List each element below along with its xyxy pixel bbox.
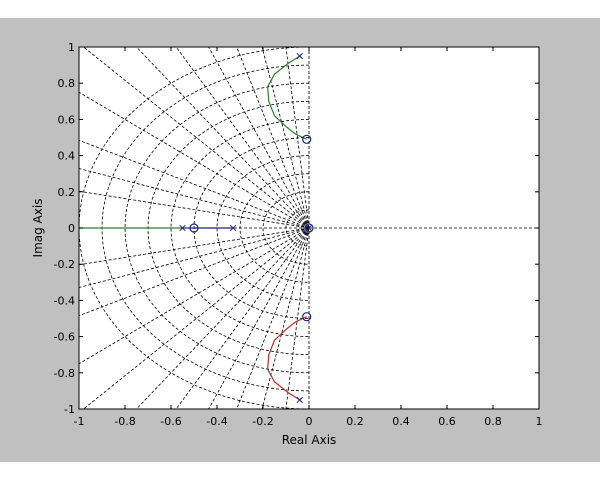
zeta-ray-lower-8	[79, 227, 310, 317]
zeta-ray-lower-1	[261, 227, 310, 409]
zero-marker-0	[189, 223, 199, 233]
y-tick-label-5: 0	[68, 222, 75, 235]
y-tick-label-0: -1	[64, 403, 75, 416]
zeta-ray-lower-6	[82, 227, 310, 409]
zero-marker-1	[302, 134, 312, 144]
zeta-ray-lower-10	[79, 227, 310, 266]
pole-zero-markers	[179, 52, 314, 404]
x-tick-label-5: 0	[306, 415, 313, 428]
zeta-ray-upper-1	[261, 47, 310, 229]
x-tick-label-9: 0.8	[484, 415, 502, 428]
x-tick-label-2: -0.6	[160, 415, 181, 428]
zeta-ray-upper-6	[82, 47, 310, 229]
y-tick-label-3: -0.4	[54, 294, 75, 307]
y-tick-label-6: 0.2	[58, 186, 76, 199]
x-tick-label-1: -0.8	[114, 415, 135, 428]
x-tick-label-6: 0.2	[346, 415, 364, 428]
pole-marker-2	[296, 52, 303, 60]
x-tick-label-7: 0.4	[392, 415, 410, 428]
zeta-ray-lower-5	[135, 227, 310, 409]
y-tick-label-1: -0.8	[54, 367, 75, 380]
y-tick-label-7: 0.4	[58, 150, 76, 163]
locus-branches	[79, 55, 307, 401]
wn-circle-1	[262, 191, 309, 265]
locus-branch-3	[266, 55, 307, 140]
pole-marker-3	[296, 396, 303, 404]
zeta-ray-lower-2	[236, 227, 310, 409]
y-tick-label-4: -0.2	[54, 258, 75, 271]
zeta-ray-lower-9	[79, 227, 310, 288]
pole-marker-4	[305, 224, 313, 232]
zeta-ray-upper-7	[79, 91, 310, 229]
x-axis-label: Real Axis	[282, 433, 337, 447]
y-tick-label-2: -0.6	[54, 331, 75, 344]
x-tick-label-10: 1	[536, 415, 543, 428]
y-tick-label-9: 0.8	[58, 77, 76, 90]
x-tick-label-8: 0.6	[438, 415, 456, 428]
zeta-ray-upper-3	[208, 47, 310, 229]
zeta-ray-upper-4	[175, 47, 310, 229]
x-tick-label-4: -0.2	[252, 415, 273, 428]
y-tick-label-10: 1	[68, 41, 75, 54]
zeta-ray-upper-0	[285, 47, 310, 229]
zeta-ray-lower-3	[208, 227, 310, 409]
y-axis-ticks: -1 -0.8 -0.6 -0.4 -0.2 0 0.2 0.4 0.6 0.8 1	[54, 41, 539, 416]
pole-marker-0	[179, 224, 186, 232]
zero-marker-2	[302, 312, 312, 322]
zeta-ray-upper-8	[79, 139, 310, 229]
zeta-ray-lower-7	[79, 227, 310, 365]
x-tick-label-0: -1	[74, 415, 85, 428]
pole-marker-1	[229, 224, 237, 232]
x-axis-ticks: -1 -0.8 -0.6 -0.4 -0.2 0 0.2 0.4 0.6 0.8 1	[74, 47, 543, 428]
zeta-ray-lower-4	[175, 227, 310, 409]
zeta-ray-lower-0	[285, 227, 310, 409]
zeta-ray-upper-10	[79, 190, 310, 229]
zero-marker-3	[304, 223, 314, 233]
y-tick-label-8: 0.6	[58, 113, 76, 126]
zeta-ray-upper-9	[79, 168, 310, 229]
zeta-ray-upper-2	[236, 47, 310, 229]
x-tick-label-3: -0.4	[206, 415, 227, 428]
locus-branch-4	[266, 316, 307, 401]
y-axis-label: Imag Axis	[31, 199, 45, 258]
